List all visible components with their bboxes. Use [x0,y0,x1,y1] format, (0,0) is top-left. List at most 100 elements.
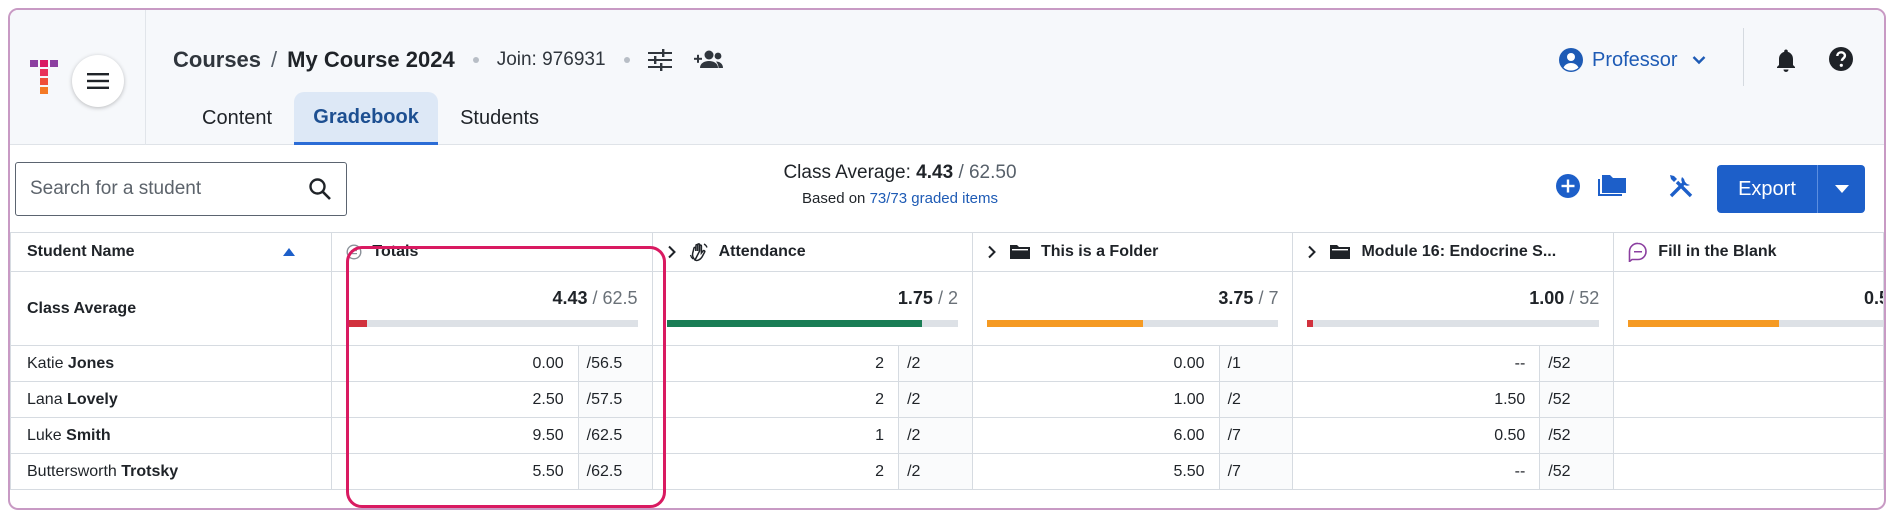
score-cell[interactable]: 2 [651,381,900,418]
score-cell[interactable]: 1.00 [971,381,1220,418]
bell-icon [1777,49,1795,72]
column-header-attendance[interactable]: Attendance [651,232,973,272]
score-cell[interactable]: 5.50 [971,453,1220,490]
student-row[interactable]: Buttersworth Trotsky 5.50/62.5 2/2 5.50/… [10,453,1884,490]
average-progress-bar [1628,320,1883,327]
column-header-module-16[interactable]: Module 16: Endocrine S... [1292,232,1615,272]
folder-icon [1329,244,1351,260]
course-settings-button[interactable] [647,49,672,71]
column-header-fill-in-the-blank[interactable]: Fill in the Blank [1613,232,1884,272]
points-possible-cell: /52 [1539,453,1615,490]
points-possible-cell: /2 [1218,381,1294,418]
join-code: Join: 976931 [496,49,606,70]
average-progress-fill [1628,320,1780,327]
tab-content[interactable]: Content [202,107,273,129]
profile-menu[interactable]: Professor [1558,40,1706,80]
add-item-button[interactable] [1555,173,1581,204]
tools-button[interactable] [1668,173,1694,204]
score-cell[interactable]: 0.00 [971,345,1220,382]
menu-button[interactable] [72,55,124,107]
search-input[interactable] [30,178,308,200]
add-people-button[interactable] [693,49,724,71]
score-cell[interactable]: 2.50 [331,381,579,418]
export-options-button[interactable] [1817,165,1865,213]
average-progress-bar [666,320,958,327]
points-possible-cell: /7 [1218,453,1294,490]
profile-label: Professor [1592,48,1678,71]
tab-gradebook[interactable]: Gradebook [294,92,439,145]
student-row[interactable]: Katie Jones 0.00/56.5 2/2 0.00/1 --/52 [10,345,1884,382]
column-header-folder[interactable]: This is a Folder [971,232,1294,272]
student-row[interactable]: Luke Smith 9.50/62.5 1/2 6.00/7 0.50/52 [10,417,1884,454]
column-title: Attendance [718,243,806,260]
tab-students[interactable]: Students [460,107,540,129]
based-on-label: Based on [802,190,866,207]
student-name-cell[interactable]: Luke Smith [10,417,333,454]
average-value: 0.5 [1863,288,1883,309]
class-average-line: Class Average: 4.43 / 62.50 [610,162,1190,184]
points-possible-cell: /2 [898,345,973,382]
score-cell[interactable]: 1.50 [1292,381,1541,418]
export-split-button: Export [1717,165,1865,213]
score-cell[interactable]: 1 [651,417,900,454]
gradebook-table: Student Name Totals [10,232,1884,490]
course-tabs: Content Gradebook Students [180,92,561,145]
student-last-name: Smith [66,426,111,444]
score-cell[interactable]: 5.50 [331,453,579,490]
graded-items-link[interactable]: 73/73 graded items [869,190,998,207]
average-cell: 4.43 / 62.5 [331,271,653,346]
export-button[interactable]: Export [1738,177,1796,200]
average-value: 1.00 / 52 [1529,288,1599,309]
student-name-cell[interactable]: Lana Lovely [10,381,333,418]
student-last-name: Lovely [67,390,118,408]
column-header-totals[interactable]: Totals [331,232,653,272]
score-cell[interactable]: 0.00 [331,345,579,382]
student-first-name: Buttersworth [27,462,117,480]
student-name-header[interactable]: Student Name [10,232,333,272]
score-cell[interactable]: -- [1292,345,1541,382]
folders-button[interactable] [1596,173,1628,204]
average-progress-fill [666,320,922,327]
points-possible-cell: /1 [1218,345,1294,382]
score-cell[interactable] [1613,345,1884,382]
average-total: / 52 [1569,288,1600,308]
average-total: / 7 [1258,288,1279,308]
student-search-box[interactable] [15,162,347,216]
search-icon[interactable] [308,177,332,201]
score-cell[interactable]: 9.50 [331,417,579,454]
score-cell[interactable]: 6.00 [971,417,1220,454]
score-cell[interactable] [1613,417,1884,454]
help-button[interactable] [1828,46,1854,77]
average-value: 1.75 / 2 [898,288,958,309]
average-progress-fill [346,320,368,327]
score-cell[interactable]: 2 [651,453,900,490]
sort-ascending-icon[interactable] [283,248,296,256]
breadcrumb: Courses / My Course 2024 Join: 976931 [173,40,724,80]
student-name-cell[interactable]: Buttersworth Trotsky [10,453,333,490]
chevron-right-icon[interactable] [667,245,677,259]
chevron-right-icon[interactable] [1307,245,1317,259]
plus-circle-icon [1556,174,1580,198]
breadcrumb-courses-link[interactable]: Courses [173,47,262,72]
notifications-button[interactable] [1775,48,1797,77]
graded-items-line: Based on 73/73 graded items [610,190,1190,207]
score-cell[interactable] [1613,453,1884,490]
score-cell[interactable]: 2 [651,345,900,382]
average-progress-fill [1307,320,1313,327]
average-score: 0.5 [1863,288,1883,308]
student-first-name: Luke [27,426,62,444]
chevron-right-icon[interactable] [987,245,997,259]
points-possible-cell: /62.5 [577,453,653,490]
class-average-summary: Class Average: 4.43 / 62.50 Based on 73/… [610,162,1190,207]
separator-dot [623,57,630,63]
score-cell[interactable]: 0.50 [1292,417,1541,454]
score-cell[interactable]: -- [1292,453,1541,490]
column-title: This is a Folder [1040,243,1159,260]
points-possible-cell: /2 [898,453,973,490]
hamburger-icon [87,73,109,89]
student-row[interactable]: Lana Lovely 2.50/57.5 2/2 1.00/2 1.50/52 [10,381,1884,418]
student-name-cell[interactable]: Katie Jones [10,345,333,382]
average-total: / 2 [937,288,958,308]
chevron-down-icon [1692,56,1705,65]
score-cell[interactable] [1613,381,1884,418]
